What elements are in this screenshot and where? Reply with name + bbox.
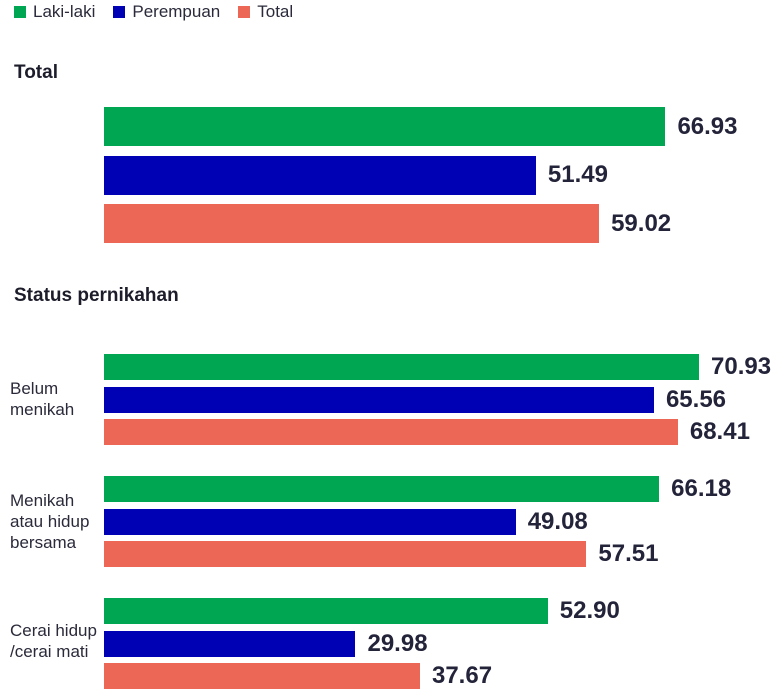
legend-label-total: Total bbox=[257, 2, 294, 21]
group-label-cerai: Cerai hidup /cerai mati bbox=[10, 621, 97, 661]
value-label-perempuan-group-1: 65.56 bbox=[665, 385, 727, 413]
value-label-total-group-2: 57.51 bbox=[598, 540, 659, 567]
value-label-total-group-1: 68.41 bbox=[689, 418, 750, 445]
legend-item-perempuan: Perempuan bbox=[113, 2, 220, 22]
value-label-laki-laki-group-0: 66.93 bbox=[677, 112, 738, 140]
section-title-total: Total bbox=[14, 62, 58, 83]
bar-total-group-2 bbox=[104, 541, 587, 567]
bar-total-group-1 bbox=[104, 419, 678, 445]
legend-swatch-total bbox=[238, 6, 251, 18]
bar-laki-laki-group-2 bbox=[104, 476, 660, 502]
legend-label-laki-laki: Laki-laki bbox=[33, 2, 96, 21]
legend-item-laki-laki: Laki-laki bbox=[14, 2, 95, 22]
value-label-total-group-0: 59.02 bbox=[611, 209, 672, 237]
group-label-belum-menikah: Belum menikah bbox=[10, 379, 75, 419]
bar-total-group-3 bbox=[104, 663, 420, 689]
legend-swatch-perempuan bbox=[113, 6, 126, 18]
legend-item-total: Total bbox=[238, 2, 293, 22]
bar-perempuan-group-0 bbox=[104, 155, 536, 195]
section-title-status-pernikahan: Status pernikahan bbox=[14, 285, 179, 306]
bar-laki-laki-group-0 bbox=[104, 107, 666, 146]
bar-perempuan-group-3 bbox=[104, 630, 356, 657]
value-label-laki-laki-group-2: 66.18 bbox=[671, 475, 732, 502]
bar-total-group-0 bbox=[104, 204, 600, 243]
bar-perempuan-group-1 bbox=[104, 386, 654, 413]
value-label-total-group-3: 37.67 bbox=[431, 662, 493, 689]
bar-laki-laki-group-1 bbox=[104, 354, 699, 380]
group-label-menikah-atau-hidup-bersama: Menikah atau hidup bersama bbox=[10, 491, 90, 552]
value-label-perempuan-group-2: 49.08 bbox=[527, 507, 588, 535]
value-label-laki-laki-group-1: 70.93 bbox=[711, 353, 772, 380]
legend-swatch-laki-laki bbox=[14, 6, 26, 18]
legend-label-perempuan: Perempuan bbox=[132, 2, 221, 21]
value-label-perempuan-group-3: 29.98 bbox=[367, 629, 428, 657]
value-label-laki-laki-group-3: 52.90 bbox=[559, 597, 620, 624]
bar-laki-laki-group-3 bbox=[104, 598, 548, 624]
chart-legend: Laki-laki Perempuan Total bbox=[14, 2, 311, 22]
bar-perempuan-group-2 bbox=[104, 508, 516, 535]
value-label-perempuan-group-0: 51.49 bbox=[547, 161, 608, 188]
